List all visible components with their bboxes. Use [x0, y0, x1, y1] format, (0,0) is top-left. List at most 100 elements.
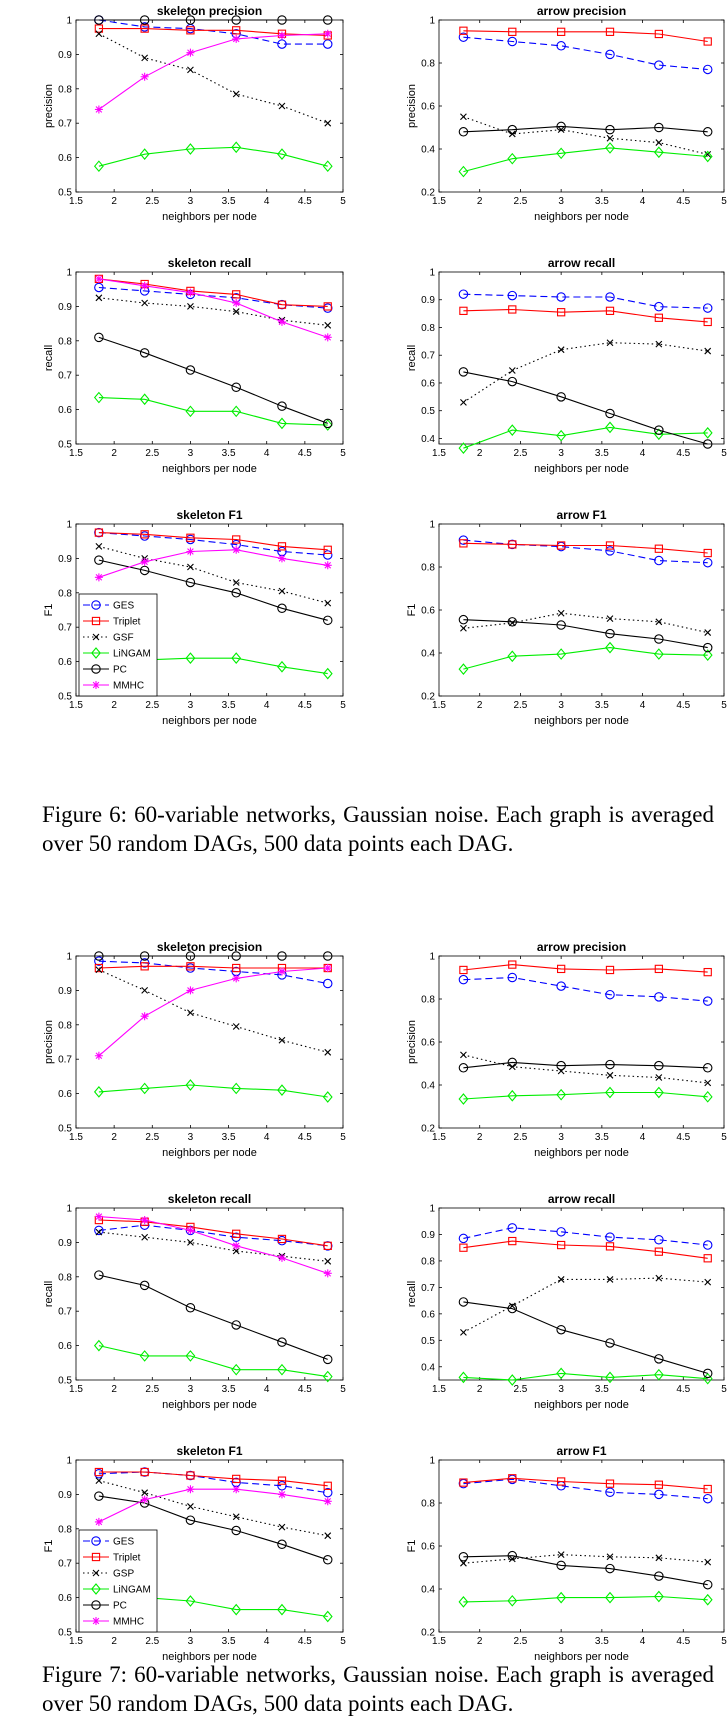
chart-svg: skeleton recall 1.5 2 2.5 3 3.5 4 4.5 5 0.5 0.6 0.7…: [43, 1192, 346, 1411]
x-tick-label: 3.5: [222, 1384, 236, 1395]
legend-label-ges: GES: [113, 601, 134, 612]
data-point-ges: [94, 1225, 104, 1236]
x-tick-label: 3.5: [595, 700, 609, 711]
data-point-pc: [185, 15, 196, 25]
data-point-triplet: [605, 27, 615, 36]
data-point-ges: [277, 1481, 287, 1491]
data-point-pc: [458, 1297, 469, 1307]
y-tick-label: 0.2: [421, 1628, 435, 1639]
y-tick-label: 1: [66, 16, 72, 27]
data-point-mmhc: [232, 34, 241, 43]
data-point-triplet: [459, 26, 468, 35]
data-point-gsf: [655, 340, 663, 348]
series-ges: [458, 1474, 713, 1504]
series-ges: [458, 289, 713, 313]
series-line-triplet: [98, 965, 328, 969]
data-point-triplet: [186, 533, 195, 542]
data-point-gsf: [324, 119, 332, 127]
data-point-ges: [185, 963, 196, 973]
data-point-lingam: [556, 1367, 567, 1380]
legend-label-pc: PC: [113, 665, 127, 676]
data-point-mmhc: [232, 545, 241, 554]
chart-title: arrow F1: [556, 1444, 606, 1458]
series-line-triplet: [463, 30, 708, 43]
data-point-lingam: [322, 1610, 333, 1623]
data-point-triplet: [232, 963, 241, 973]
data-point-lingam: [93, 1086, 104, 1098]
x-tick-label: 4: [640, 448, 646, 459]
data-point-lingam: [277, 1363, 287, 1376]
x-tick-label: 2: [111, 1636, 117, 1647]
data-point-gsp: [704, 1558, 712, 1566]
x-tick-label: 2.5: [513, 1132, 527, 1143]
chart-title: skeleton precision: [157, 4, 262, 18]
data-point-pc: [556, 620, 566, 630]
y-tick-label: 0.4: [421, 1362, 435, 1373]
series-gsp: [460, 1551, 712, 1567]
series-line-triplet: [463, 1240, 708, 1259]
data-point-pc: [458, 614, 469, 625]
data-point-mmhc: [232, 974, 241, 983]
data-point-gsp: [324, 1257, 332, 1265]
data-point-triplet: [277, 300, 287, 309]
chart-fig7-arrow-f1: arrow F1 1.5 2 2.5 3 3.5 4 4.5 5 0.2 0.4 0.6 0.8 1 nei…: [405, 1444, 727, 1673]
x-tick-label: 1.5: [69, 1132, 83, 1143]
x-tick-label: 3: [188, 448, 194, 459]
x-tick-label: 3: [188, 1636, 194, 1647]
data-point-pc: [556, 1560, 566, 1571]
y-tick-label: 0.4: [421, 1081, 435, 1092]
data-point-triplet: [605, 306, 615, 315]
x-tick-label: 1.5: [432, 1636, 446, 1647]
x-tick-label: 5: [721, 1384, 727, 1395]
x-tick-label: 4.5: [676, 196, 690, 207]
data-point-gsf: [655, 618, 663, 626]
x-tick-label: 4: [264, 196, 270, 207]
data-point-pc: [458, 1063, 469, 1073]
series-line-lingam: [463, 647, 708, 670]
series-line-pc: [98, 1495, 328, 1561]
series-line-gsp: [98, 1231, 328, 1262]
data-point-lingam: [231, 405, 242, 418]
y-tick-label: 0.2: [421, 188, 435, 199]
data-point-mmhc: [140, 557, 149, 566]
x-tick-label: 2: [111, 700, 117, 711]
data-point-gsp: [232, 1513, 240, 1521]
series-pc: [458, 121, 713, 137]
series-line-mmhc: [98, 1216, 328, 1274]
x-tick-label: 2: [477, 700, 483, 711]
data-point-ges: [322, 550, 333, 560]
y-tick-label: 0.9: [421, 1230, 435, 1241]
series-triplet: [94, 24, 332, 40]
data-point-gsp: [141, 1489, 149, 1497]
series-line-triplet: [98, 532, 328, 551]
series-line-ges: [98, 1224, 328, 1247]
y-tick-label: 0.8: [58, 1524, 72, 1535]
x-tick-label: 2: [477, 1132, 483, 1143]
y-axis-label: precision: [43, 84, 55, 128]
series-pc: [94, 951, 333, 961]
x-tick-label: 5: [340, 448, 346, 459]
series-line-triplet: [98, 278, 328, 307]
data-point-ges: [654, 301, 664, 312]
data-point-ges: [322, 303, 333, 313]
series-line-triplet: [463, 542, 708, 554]
data-point-triplet: [232, 1474, 241, 1484]
data-point-lingam: [702, 150, 713, 163]
data-point-ges: [458, 289, 469, 299]
data-point-pc: [94, 332, 104, 343]
data-point-triplet: [140, 530, 149, 539]
data-point-mmhc: [232, 298, 241, 307]
y-tick-label: 0.5: [58, 1376, 72, 1387]
y-tick-label: 0.9: [58, 1238, 72, 1249]
data-point-pc: [702, 127, 713, 137]
data-point-triplet: [186, 1471, 195, 1480]
data-point-pc: [277, 15, 287, 25]
x-tick-label: 3: [558, 196, 564, 207]
data-point-mmhc: [186, 1485, 195, 1494]
data-point-ges: [605, 546, 615, 556]
series-pc: [94, 555, 333, 626]
data-point-pc: [231, 951, 241, 961]
data-point-lingam: [653, 1590, 664, 1603]
y-tick-label: 0.2: [421, 1124, 435, 1135]
chart-fig7-skeleton-recall: skeleton recall 1.5 2 2.5 3 3.5 4 4.5 5 0.5 0.6 0.7…: [42, 1192, 357, 1421]
